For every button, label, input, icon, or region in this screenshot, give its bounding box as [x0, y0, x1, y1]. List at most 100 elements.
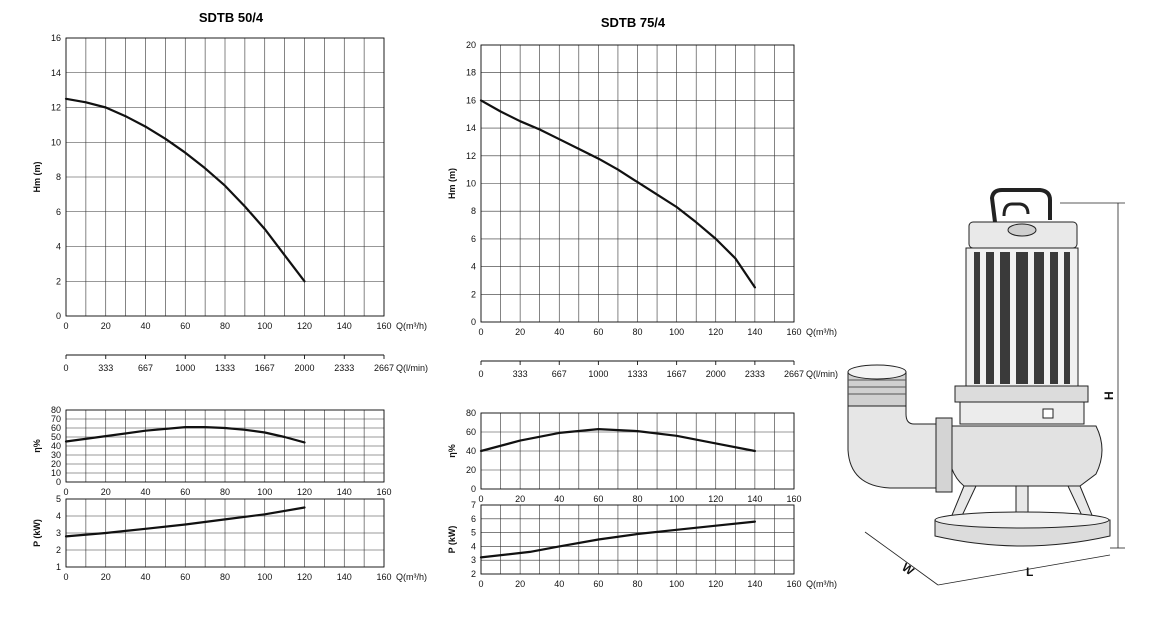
x-tick-label: 120	[297, 572, 312, 582]
pump-mid-flange	[954, 385, 1089, 403]
pump-volute	[946, 425, 1103, 487]
plot-frame	[480, 44, 795, 323]
x-tick-label: 160	[786, 579, 801, 589]
y-tick-label: 4	[471, 262, 476, 272]
x-tick-label: 40	[554, 327, 564, 337]
pump-outlet-grooves	[848, 379, 906, 395]
x-tick-label: 140	[337, 572, 352, 582]
y-tick-label: 6	[471, 234, 476, 244]
x-tick-label: 60	[593, 327, 603, 337]
y-tick-label: 2	[56, 545, 61, 555]
x-tick-label: 160	[376, 572, 391, 582]
x-tick-label: 100	[257, 321, 272, 331]
y-tick-label: 18	[466, 68, 476, 78]
x-tick-label: 120	[708, 494, 723, 504]
x-tick-label: 60	[180, 487, 190, 497]
y-tick-label: 4	[471, 541, 476, 551]
y-tick-label: 16	[51, 33, 61, 43]
panel-power: 2 3 4 5 6 7 0 20 40 60 80 100 120 140 160 Q(m³/h) P (kW)	[447, 500, 837, 589]
pump-bearing-housing	[959, 401, 1085, 425]
x-tick-label: 40	[140, 321, 150, 331]
secondary-x-tick-label: 2333	[745, 369, 765, 379]
x-tick-label: 60	[180, 321, 190, 331]
y-tick-label: 3	[471, 555, 476, 565]
x-tick-label: 80	[220, 572, 230, 582]
x-tick-label: 100	[257, 487, 272, 497]
y-axis-label: η%	[447, 444, 457, 458]
series-line-power	[479, 520, 756, 559]
y-tick-label: 80	[466, 408, 476, 418]
pump-outlet-opening	[847, 364, 907, 380]
x-tick-label: 100	[669, 579, 684, 589]
secondary-x-tick-label: 1333	[627, 369, 647, 379]
dimension-w-label: W	[899, 560, 917, 578]
secondary-x-tick-label: 0	[63, 363, 68, 373]
y-tick-label: 0	[56, 477, 61, 487]
y-tick-label: 8	[56, 172, 61, 182]
secondary-x-tick-label: 333	[98, 363, 113, 373]
x-tick-label: 20	[515, 579, 525, 589]
x-tick-label: 60	[593, 494, 603, 504]
series-line-head	[479, 99, 756, 289]
secondary-x-tick-label: 2000	[706, 369, 726, 379]
secondary-x-tick-label: 1000	[588, 369, 608, 379]
x-tick-label: 140	[337, 487, 352, 497]
x-tick-label: 20	[515, 494, 525, 504]
series-line-efficiency	[479, 428, 756, 453]
y-tick-label: 30	[51, 450, 61, 460]
secondary-x-tick-label: 667	[138, 363, 153, 373]
pump-discharge-elbow	[847, 403, 947, 489]
x-tick-label: 100	[257, 572, 272, 582]
pump-cooling-fins	[974, 252, 1070, 384]
y-tick-label: 10	[51, 137, 61, 147]
submersible-pump-illustration: H L W	[847, 188, 1125, 586]
pump-stand	[949, 485, 1095, 521]
y-tick-label: 20	[466, 465, 476, 475]
x-tick-label: 140	[337, 321, 352, 331]
x-tick-label: 120	[708, 327, 723, 337]
x-tick-label: 40	[554, 494, 564, 504]
x-tick-label: 20	[515, 327, 525, 337]
y-tick-label: 2	[56, 276, 61, 286]
secondary-x-tick-label: 1667	[667, 369, 687, 379]
plot-frame	[65, 37, 385, 317]
secondary-x-tick-label: 2333	[334, 363, 354, 373]
plot-frame	[480, 504, 795, 575]
secondary-x-tick-label: 1333	[215, 363, 235, 373]
series-line-efficiency	[64, 426, 306, 444]
x-tick-label: 0	[63, 487, 68, 497]
y-tick-label: 10	[466, 179, 476, 189]
x-tick-label: 20	[101, 321, 111, 331]
y-tick-label: 60	[466, 427, 476, 437]
panel-head: 0 2 4 6 8 10 12 14 16 18 20 0 20 40 60 80 100 120 140 160 Q(…	[447, 40, 838, 379]
pump-discharge-flange	[935, 417, 953, 493]
x-tick-label: 0	[63, 572, 68, 582]
x-tick-label: 140	[747, 494, 762, 504]
y-tick-label: 12	[466, 151, 476, 161]
panel-efficiency: 0 20 40 60 80 0 20 40 60 80 100 120 140 160 η%	[447, 408, 802, 504]
y-axis-label: Hm (m)	[32, 161, 42, 192]
secondary-x-tick-label: 2667	[784, 369, 804, 379]
x-tick-label: 60	[180, 572, 190, 582]
secondary-x-tick-label: 1667	[255, 363, 275, 373]
y-tick-label: 0	[471, 484, 476, 494]
plot-frame	[65, 409, 385, 483]
y-tick-label: 60	[51, 423, 61, 433]
x-tick-label: 0	[478, 327, 483, 337]
y-tick-label: 3	[56, 528, 61, 538]
y-tick-label: 20	[466, 40, 476, 50]
y-tick-label: 0	[471, 317, 476, 327]
x-tick-label: 40	[554, 579, 564, 589]
secondary-x-axis-unit: Q(l/min)	[396, 363, 428, 373]
pump-oil-plug	[1042, 408, 1054, 419]
x-tick-label: 0	[63, 321, 68, 331]
y-tick-label: 8	[471, 206, 476, 216]
y-tick-label: 16	[466, 95, 476, 105]
pump-base-top	[934, 511, 1110, 529]
x-tick-label: 0	[478, 579, 483, 589]
